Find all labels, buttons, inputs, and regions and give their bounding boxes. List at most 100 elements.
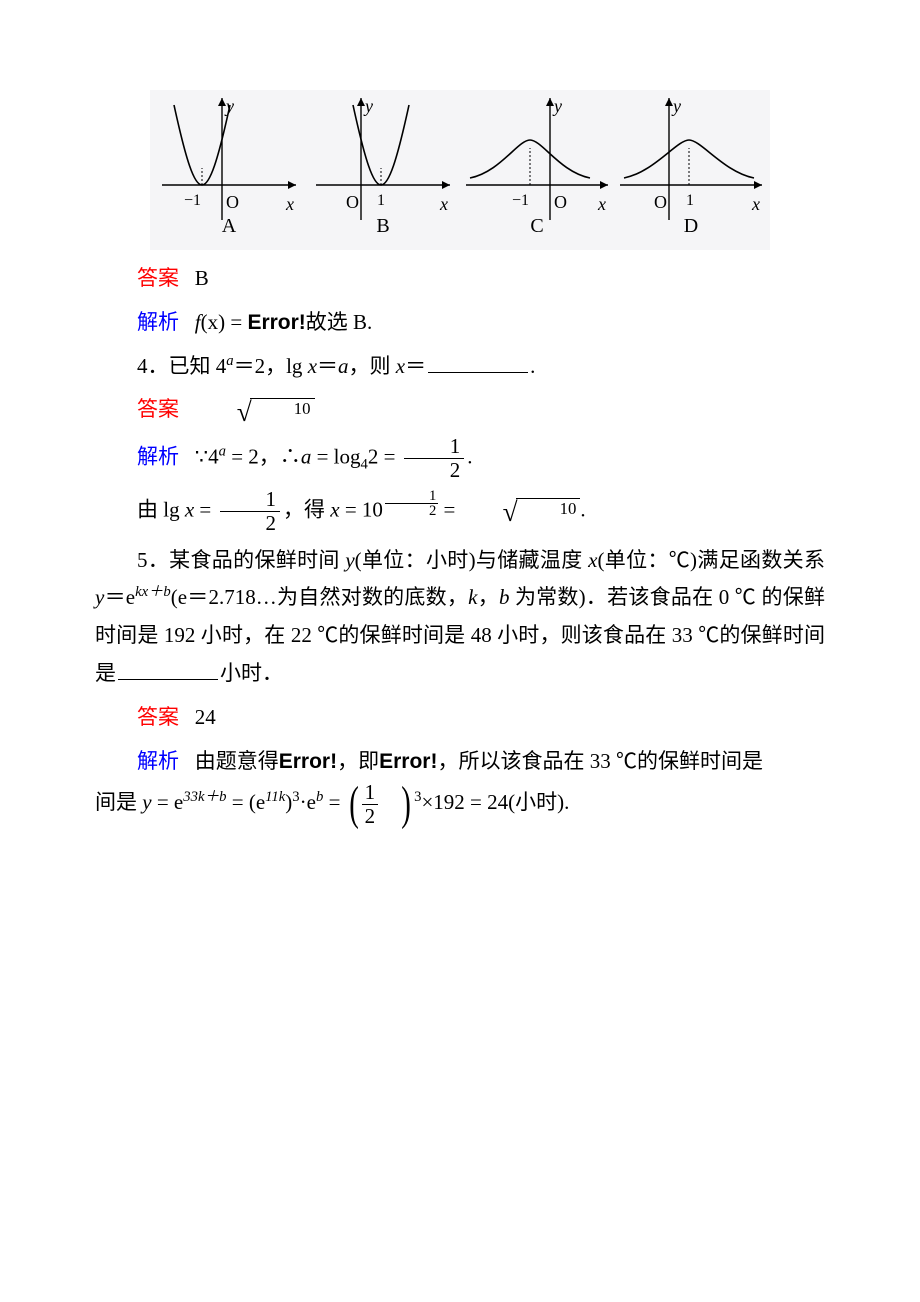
q4l2-t3: ，得 [283, 498, 330, 522]
error-token: Error! [279, 750, 337, 773]
graph-a-label: A [152, 208, 306, 244]
q4-explain-1: 解析 ∵4a = 2，∴a = log42 = 12. [95, 435, 825, 482]
q4-answer-line: 答案 √10 [95, 391, 825, 429]
q4-t3: ＝ [317, 354, 338, 378]
q4l2-sqrt: √10 [461, 497, 581, 527]
q4-a: a [338, 354, 349, 378]
answer-label: 答案 [137, 267, 179, 290]
frac-den: 2 [404, 459, 465, 482]
q5-t1f: 小时． [220, 661, 283, 685]
q4-x2: x [396, 354, 405, 378]
q4l2-exp: 12 [383, 497, 438, 527]
graphs-panel: y x −1 O A y x 1 O B y x −1 [150, 90, 770, 250]
q3-fx: (x) = [201, 310, 248, 334]
sqrt-arg: 10 [516, 498, 581, 521]
explain-label: 解析 [137, 311, 179, 334]
q5l2-t4: ·e [300, 790, 316, 814]
q4l2-t4: = 10 [340, 498, 383, 522]
q5l2-s1: 33k＋b [183, 789, 226, 805]
bp-num: 1 [362, 781, 379, 805]
q4-sup1: a [226, 353, 233, 369]
q5-blank [118, 658, 218, 680]
q5-y: y [345, 548, 354, 572]
q3-answer-line: 答案 B [95, 260, 825, 298]
frac-num: 1 [404, 435, 465, 459]
graph-a-ylabel: y [226, 90, 234, 122]
q5e-t3: ，所以该食品在 33 ℃的保鲜时间是 [437, 749, 763, 773]
explain-label: 解析 [137, 750, 179, 773]
q4-eqb: ＝ [405, 354, 426, 378]
q5l2-t6: ×192 = 24(小时). [421, 790, 569, 814]
q3-answer: B [195, 266, 209, 290]
q4e-t1: ∵4 [195, 445, 219, 469]
q5l2-s3: 3 [292, 789, 299, 805]
graph-c: y x −1 O C [460, 90, 614, 250]
bp-den: 2 [362, 805, 379, 828]
q5l2-t2: = (e [227, 790, 266, 814]
q4e-frac1: 12 [404, 435, 465, 482]
q4-problem: 4．已知 4a＝2，lg x＝a，则 x＝. [95, 348, 825, 386]
q5-comma: ， [477, 585, 498, 609]
graph-d-label: D [614, 208, 768, 244]
q5l2-t5: = [323, 790, 345, 814]
graph-b-ylabel: y [365, 90, 373, 122]
q4-explain-2: 由 lg x = 12，得 x = 1012 = √10. [95, 488, 825, 535]
q5-problem: 5．某食品的保鲜时间 y(单位：小时)与储藏温度 x(单位：℃)满足函数关系 y… [95, 542, 825, 693]
q4l2-frac: 12 [220, 488, 281, 535]
q5-t1b: (单位：小时)与储藏温度 [355, 548, 588, 572]
q5-b: b [499, 585, 510, 609]
q5-y2: y [95, 585, 104, 609]
q5-t1: 5．某食品的保鲜时间 [137, 548, 345, 572]
q5-t1d: (e＝2.718…为自然对数的底数， [171, 585, 468, 609]
q5-explain: 解析 由题意得Error!，即Error!，所以该食品在 33 ℃的保鲜时间是 … [95, 743, 825, 829]
big-paren: (12) [346, 780, 414, 828]
sup-den: 2 [387, 504, 436, 519]
q4e-t3: = log [311, 445, 360, 469]
q5l2-y: y [142, 790, 151, 814]
error-token: Error! [247, 311, 305, 334]
q4e-t2: = 2，∴ [226, 445, 301, 469]
explain-label: 解析 [137, 446, 179, 469]
q4l2-t2: = [194, 498, 216, 522]
q4l2-t1: 由 lg [137, 498, 185, 522]
q4-t1: 4．已知 4 [137, 354, 226, 378]
q4-period: . [530, 354, 535, 378]
q3-explain-line: 解析 f(x) = Error!故选 B. [95, 304, 825, 342]
q4l2-t5: = [438, 498, 460, 522]
error-token: Error! [379, 750, 437, 773]
q4-x: x [308, 354, 317, 378]
frac-den: 2 [220, 512, 281, 535]
q4e-sub: 4 [361, 457, 368, 473]
q4-sqrt-arg: 10 [250, 398, 315, 421]
graph-b: y x 1 O B [306, 90, 460, 250]
q4-sqrt: √10 [195, 397, 315, 427]
q4-t4: ，则 [349, 354, 396, 378]
graph-c-label: C [460, 208, 614, 244]
graph-a: y x −1 O A [152, 90, 306, 250]
q4e-a: a [301, 445, 312, 469]
q4e-t4: 2 = [368, 445, 401, 469]
graph-b-label: B [306, 208, 460, 244]
frac-num: 1 [220, 488, 281, 512]
answer-label: 答案 [137, 398, 179, 421]
q4e-t5: . [467, 445, 472, 469]
graph-c-ylabel: y [554, 90, 562, 122]
graph-d-ylabel: y [673, 90, 681, 122]
q4-blank [428, 351, 528, 373]
q5e-t1: 由题意得 [195, 749, 279, 773]
q4-t2: ＝2，lg [234, 354, 308, 378]
q5-answer: 24 [195, 705, 216, 729]
q5e-t2: ，即 [337, 749, 379, 773]
q3-suffix: 故选 B. [306, 310, 373, 334]
q5-t1c: (单位：℃)满足函数关系 [597, 548, 825, 572]
q4l2-x: x [185, 498, 194, 522]
q4l2-t6: . [580, 498, 585, 522]
q4e-sup: a [219, 444, 226, 460]
q5-answer-line: 答案 24 [95, 699, 825, 737]
q5l2-s2: 11k [265, 789, 285, 805]
q5-sup: kx＋b [135, 584, 171, 600]
q5l2-t1: = e [152, 790, 184, 814]
sup-num: 1 [385, 489, 438, 505]
answer-label: 答案 [137, 706, 179, 729]
graph-d: y x 1 O D [614, 90, 768, 250]
